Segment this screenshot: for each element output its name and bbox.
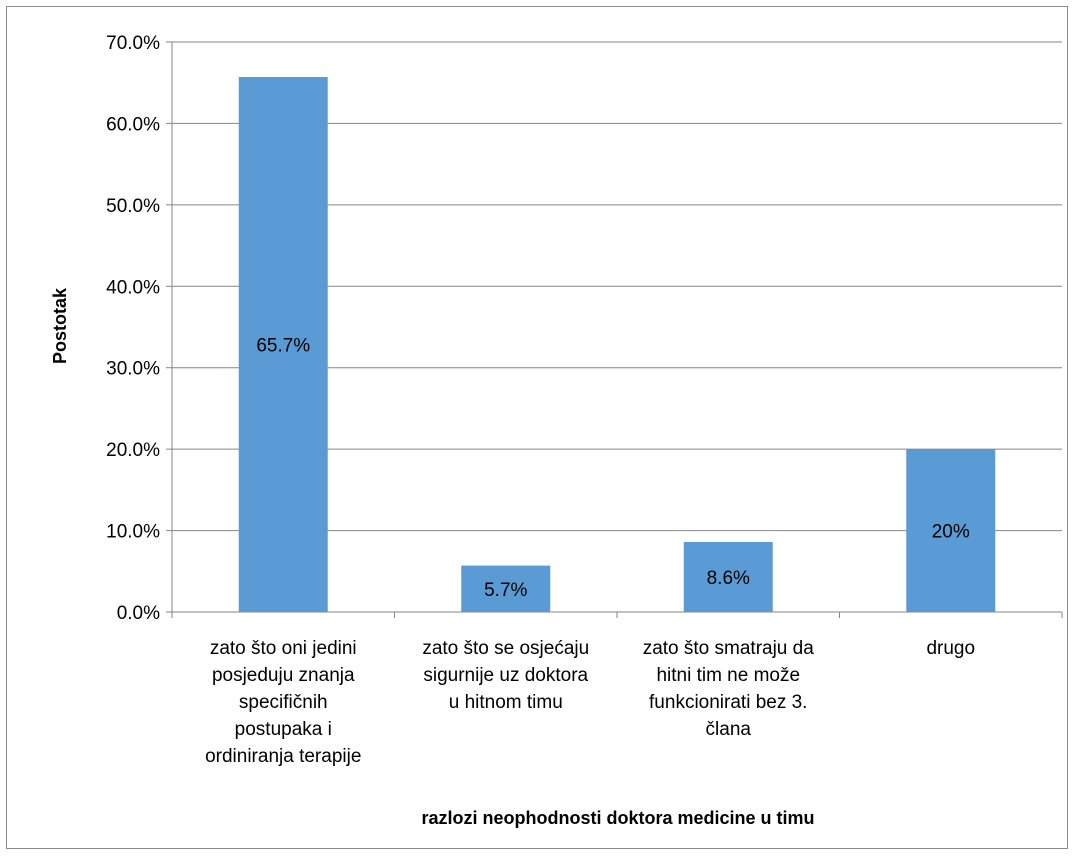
category-label: zato što se osjećaju sigurnije uz doktora… (422, 638, 589, 713)
y-axis-title: Postotak (50, 287, 70, 364)
y-tick-label: 20.0% (106, 440, 160, 461)
data-label: 20% (932, 522, 970, 543)
data-label: 65.7% (256, 336, 310, 357)
bar (461, 565, 551, 612)
x-category-labels: zato što oni jedini posjeduju znanja speci… (205, 638, 975, 767)
y-tick-label: 60.0% (106, 114, 160, 135)
x-axis-title: razlozi neophodnosti doktora medicine u … (421, 808, 814, 828)
category-label: zato što smatraju da hitni tim ne može fun… (643, 638, 815, 740)
data-labels: 65.7% 5.7% 8.6% 20% (256, 336, 970, 601)
y-tick-label: 40.0% (106, 277, 160, 298)
category-label: zato što oni jedini posjeduju znanja speci… (205, 638, 361, 767)
category-label: drugo (926, 638, 975, 659)
y-tick-label: 50.0% (106, 196, 160, 217)
y-tick-label: 30.0% (106, 359, 160, 380)
y-tick-label: 70.0% (106, 33, 160, 54)
bar (683, 541, 773, 612)
bar (238, 77, 328, 612)
y-tick-label: 10.0% (106, 522, 160, 543)
data-label: 5.7% (484, 580, 527, 601)
y-tick-label: 0.0% (117, 603, 160, 624)
bars (238, 77, 996, 612)
bar (906, 449, 996, 612)
chart-frame (6, 6, 1068, 849)
y-tick-labels: 0.0% 10.0% 20.0% 30.0% 40.0% 50.0% 60.0% 70.0% (106, 33, 160, 624)
data-label: 8.6% (707, 568, 750, 589)
